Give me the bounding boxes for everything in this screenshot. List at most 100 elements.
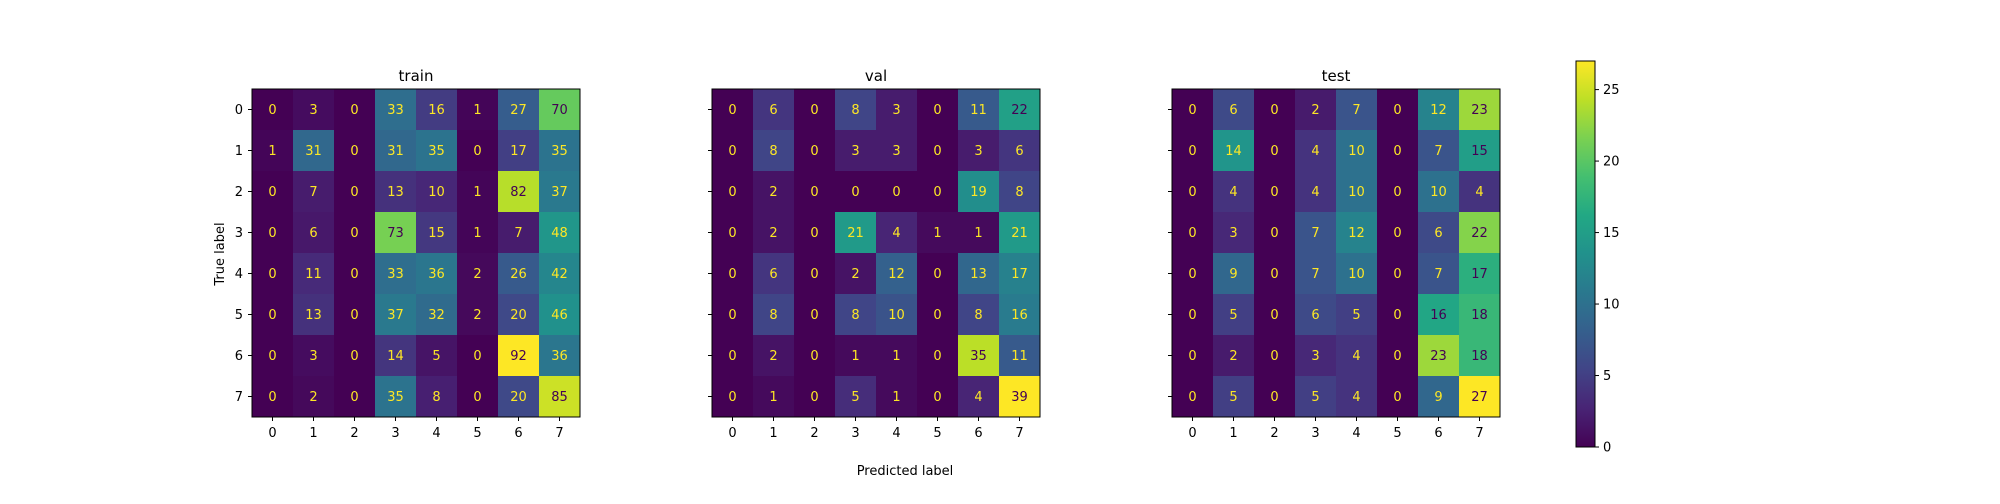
heatmap-cell (252, 294, 294, 336)
cell-value-label: 0 (268, 390, 276, 405)
heatmap-cell (794, 335, 836, 377)
heatmap-cell (1418, 212, 1460, 254)
x-tick-label: 3 (851, 426, 859, 441)
axes-frame (251, 88, 581, 418)
heatmap-cell (876, 294, 918, 336)
cell-value-label: 6 (769, 103, 777, 118)
heatmap-cell (1377, 89, 1419, 131)
cell-value-label: 0 (810, 267, 818, 282)
heatmap-cell (1418, 294, 1460, 336)
cell-value-label: 7 (1352, 103, 1360, 118)
cell-value-label: 14 (1225, 144, 1242, 159)
heatmap-cell (1336, 294, 1378, 336)
heatmap-cell (498, 212, 540, 254)
cell-value-label: 1 (473, 103, 481, 118)
x-tick-label: 0 (268, 426, 276, 441)
figure-ylabel: True label (213, 222, 228, 286)
x-tick-label: 7 (1015, 426, 1023, 441)
cell-value-label: 0 (1393, 226, 1401, 241)
cell-value-label: 0 (933, 185, 941, 200)
cell-value-label: 35 (551, 144, 568, 159)
heatmap-cell (1418, 171, 1460, 213)
cell-value-label: 5 (1229, 390, 1237, 405)
cell-value-label: 0 (810, 144, 818, 159)
cell-value-label: 3 (851, 144, 859, 159)
cell-value-label: 0 (1393, 349, 1401, 364)
cell-value-label: 1 (892, 390, 900, 405)
panel-test: 0 6 0 2 7 0 12 230 14 0 4 10 0 7 150 4 0 4 10 0 10 40 3 0 7 12 0 6 2… (1168, 67, 1501, 441)
cell-value-label: 6 (309, 226, 317, 241)
cell-value-label: 8 (769, 144, 777, 159)
x-tick-label: 0 (728, 426, 736, 441)
cell-value-label: 2 (309, 390, 317, 405)
cell-value-label: 0 (1393, 267, 1401, 282)
cell-value-label: 18 (1471, 349, 1488, 364)
cell-value-label: 0 (728, 308, 736, 323)
cell-value-label: 1 (473, 185, 481, 200)
heatmap-cell (712, 335, 754, 377)
cell-value-label: 31 (387, 144, 404, 159)
heatmap-cell (1459, 89, 1501, 131)
heatmap-cell (794, 130, 836, 172)
x-tick-label: 4 (1352, 426, 1360, 441)
cell-value-label: 3 (309, 349, 317, 364)
heatmap-cell (835, 376, 877, 418)
cell-value-label: 82 (510, 185, 527, 200)
cell-value-label: 4 (974, 390, 982, 405)
heatmap-cell (999, 89, 1041, 131)
heatmap-cell (958, 171, 1000, 213)
panel-val: 0 6 0 8 3 0 11 220 8 0 3 3 0 3 60 2 0 0 0 0 19 80 2 0 21 4 1 1 210 6 0… (708, 67, 1041, 441)
cell-value-label: 0 (1188, 267, 1196, 282)
cell-value-label: 14 (387, 349, 404, 364)
panel-title: val (865, 67, 887, 85)
heatmap-cell (1172, 335, 1214, 377)
heatmap-cell (539, 89, 581, 131)
heatmap-cell (1377, 253, 1419, 295)
heatmap-cell (1336, 212, 1378, 254)
heatmap-cell (999, 294, 1041, 336)
cell-value-label: 11 (970, 103, 987, 118)
cell-value-label: 3 (892, 103, 900, 118)
cell-value-label: 0 (892, 185, 900, 200)
heatmap-cell (876, 130, 918, 172)
heatmap-cell (457, 212, 499, 254)
cell-value-label: 10 (888, 308, 905, 323)
cell-value-label: 0 (473, 349, 481, 364)
heatmap-cell (794, 171, 836, 213)
cell-value-label: 2 (851, 267, 859, 282)
heatmap-cell (1254, 171, 1296, 213)
heatmap-cell (1418, 253, 1460, 295)
cell-value-label: 85 (551, 390, 568, 405)
heatmap-cell (958, 335, 1000, 377)
heatmap-cell (917, 335, 959, 377)
heatmap-cell (375, 171, 417, 213)
heatmap-cell (1459, 253, 1501, 295)
cell-value-label: 3 (974, 144, 982, 159)
y-tick-label: 5 (235, 308, 243, 323)
y-tick-label: 2 (235, 185, 243, 200)
cell-value-label: 0 (1188, 349, 1196, 364)
x-tick-label: 3 (1311, 426, 1319, 441)
heatmap-cell (1254, 253, 1296, 295)
heatmap-cell (1172, 212, 1214, 254)
colorbar-tick-label: 20 (1603, 155, 1620, 170)
cell-value-label: 10 (1348, 144, 1365, 159)
heatmap-cell (1172, 253, 1214, 295)
cell-value-label: 70 (551, 103, 568, 118)
x-tick-label: 5 (933, 426, 941, 441)
heatmap-cell (457, 130, 499, 172)
heatmap-cell (1213, 171, 1255, 213)
colorbar: 0 5 10 15 20 25 (1575, 60, 1620, 456)
cell-value-label: 13 (970, 267, 987, 282)
cell-value-label: 6 (1311, 308, 1319, 323)
heatmap-cell (835, 335, 877, 377)
cell-value-label: 5 (1229, 308, 1237, 323)
x-tick-label: 7 (1475, 426, 1483, 441)
cell-value-label: 2 (769, 185, 777, 200)
axes-frame (1171, 88, 1501, 418)
heatmap-cell (835, 212, 877, 254)
cell-value-label: 0 (728, 390, 736, 405)
heatmap-cell (1418, 335, 1460, 377)
heatmap-cell (416, 212, 458, 254)
x-tick-label: 2 (1270, 426, 1278, 441)
